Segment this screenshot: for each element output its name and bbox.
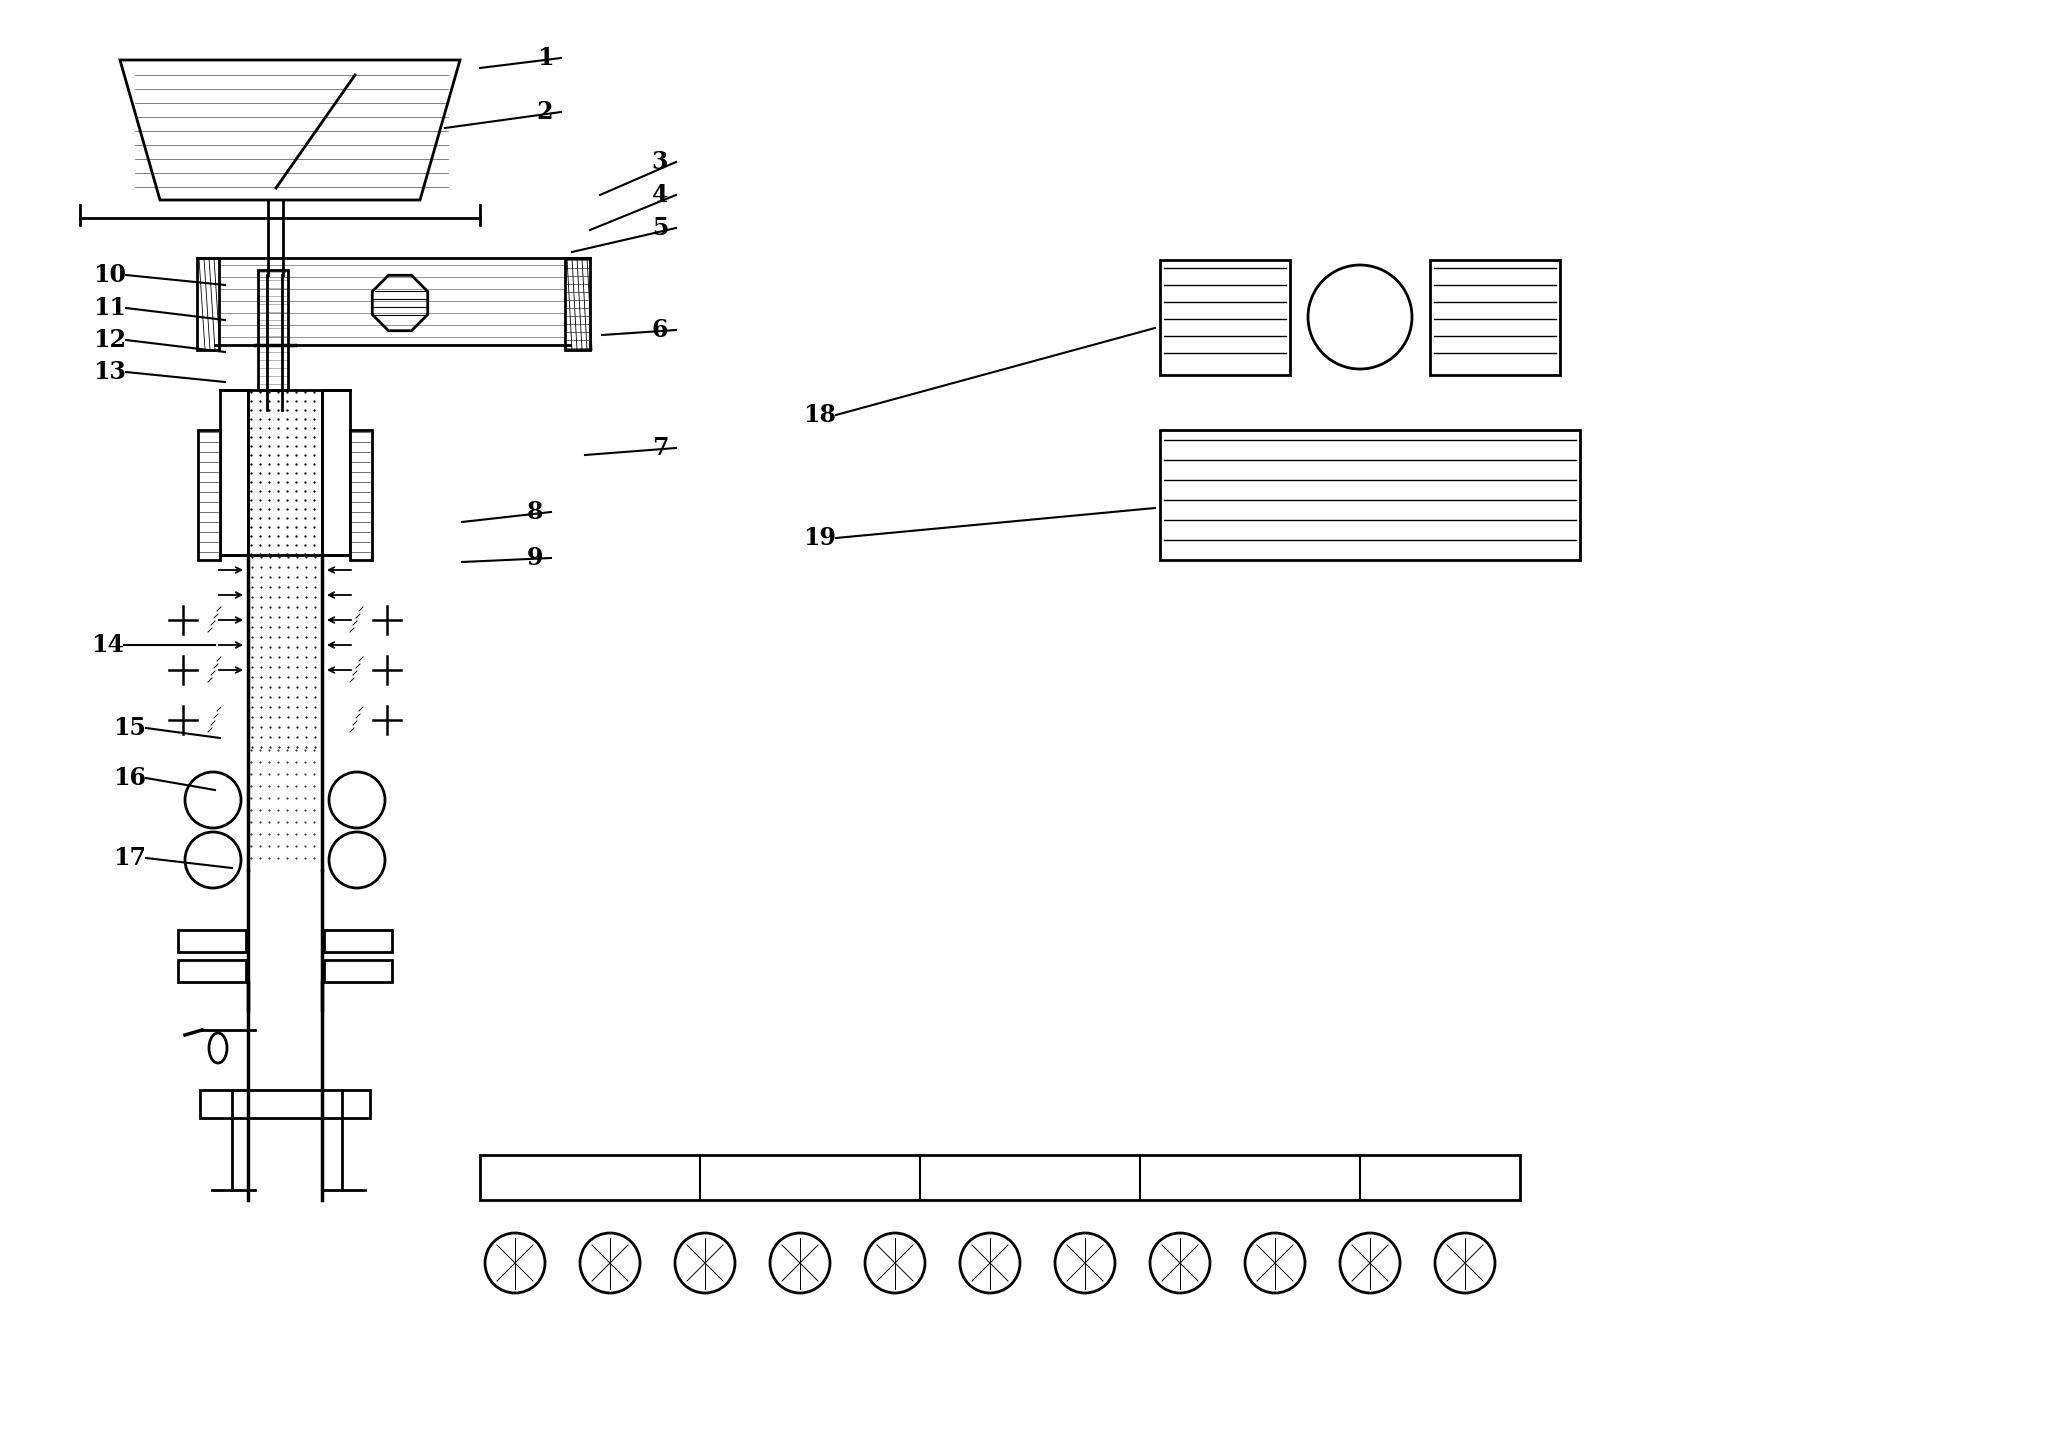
Text: 19: 19 <box>803 526 836 550</box>
Text: 10: 10 <box>93 263 126 286</box>
Text: 11: 11 <box>93 296 126 319</box>
Circle shape <box>1308 265 1411 369</box>
Text: 9: 9 <box>527 546 544 570</box>
Bar <box>258 271 288 390</box>
Bar <box>198 430 220 560</box>
Text: 12: 12 <box>93 328 126 352</box>
Bar <box>1160 430 1580 560</box>
Text: 8: 8 <box>527 500 544 524</box>
Bar <box>480 1156 1520 1200</box>
Bar <box>200 1090 371 1118</box>
Text: 17: 17 <box>113 846 146 871</box>
Polygon shape <box>373 275 428 331</box>
Bar <box>198 258 218 349</box>
Text: 1: 1 <box>538 46 554 70</box>
Bar <box>1160 261 1290 375</box>
Text: 5: 5 <box>651 216 667 241</box>
Text: 4: 4 <box>651 183 667 208</box>
Text: 3: 3 <box>651 150 667 175</box>
Text: 2: 2 <box>538 100 554 125</box>
Text: 6: 6 <box>651 318 667 342</box>
Bar <box>323 959 391 982</box>
Text: 14: 14 <box>91 633 124 657</box>
Bar <box>350 430 373 560</box>
Bar <box>220 390 247 556</box>
Bar <box>177 929 245 952</box>
Bar <box>323 929 391 952</box>
Text: 16: 16 <box>113 766 146 790</box>
Bar <box>1430 261 1559 375</box>
Text: 15: 15 <box>113 716 146 740</box>
Text: 18: 18 <box>803 402 836 427</box>
Text: 13: 13 <box>93 359 126 384</box>
Text: 7: 7 <box>651 435 667 460</box>
Bar <box>177 959 245 982</box>
Bar <box>564 258 589 349</box>
Bar <box>321 390 350 556</box>
